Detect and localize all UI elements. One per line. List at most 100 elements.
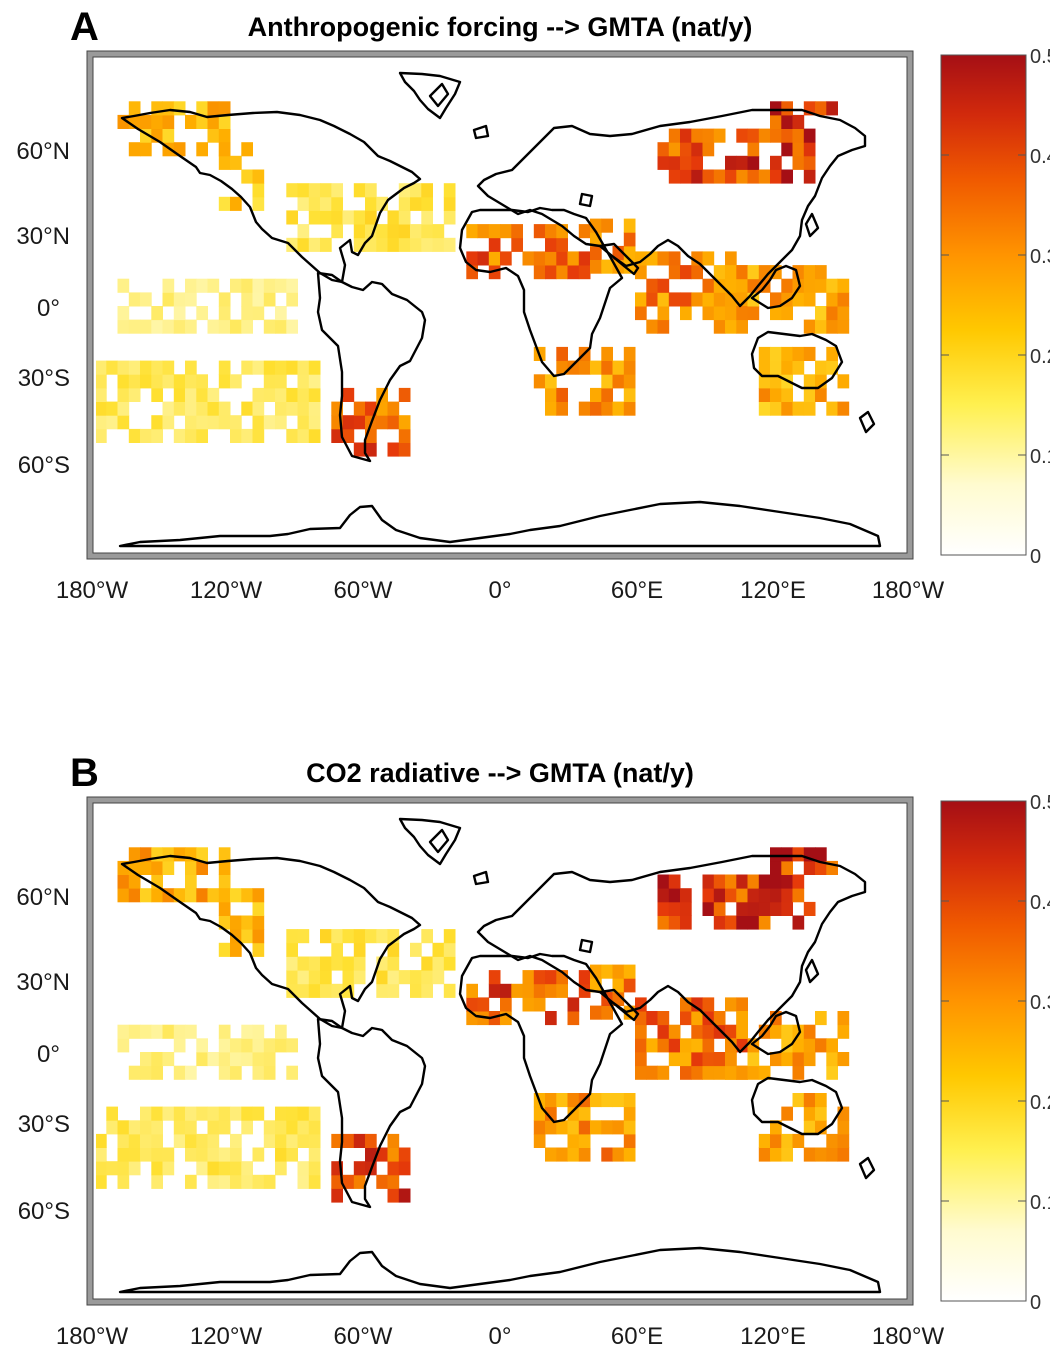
latitude-ticks: 60°N 30°N 0° 30°S 60°S — [16, 138, 70, 479]
heatmap-cell — [725, 1038, 737, 1053]
heatmap-cell — [128, 114, 141, 129]
heatmap-cell — [128, 1133, 141, 1148]
heatmap-cell — [207, 401, 220, 416]
heatmap-cell — [342, 415, 355, 430]
heatmap-cell — [792, 1065, 805, 1080]
heatmap-cell — [286, 278, 298, 293]
heatmap-cell — [128, 428, 141, 443]
heatmap-cell — [691, 169, 703, 184]
heatmap-cell — [117, 415, 130, 430]
heatmap-cell — [725, 1065, 737, 1080]
heatmap-cell — [770, 374, 782, 389]
heatmap-cell — [781, 306, 793, 321]
heatmap-cell — [668, 128, 681, 143]
heatmap-cell — [241, 360, 253, 375]
heatmap-cell — [781, 128, 793, 143]
heatmap-cell — [466, 1011, 478, 1026]
heatmap-cell — [578, 1133, 591, 1148]
heatmap-cell — [218, 196, 231, 211]
heatmap-cell — [680, 128, 692, 143]
heatmap-cell — [162, 114, 175, 129]
heatmap-cell — [410, 237, 422, 252]
colorbar-tick-label: 0.2 — [1030, 1092, 1050, 1114]
heatmap-cell — [241, 888, 253, 903]
heatmap-cell — [162, 1161, 175, 1176]
heatmap-cell — [173, 142, 186, 157]
heatmap-cell — [792, 278, 805, 293]
lon-tick-label: 60°E — [611, 1323, 663, 1350]
heatmap-cell — [556, 983, 568, 998]
heatmap-cell — [826, 101, 838, 116]
heatmap-cell — [207, 1106, 220, 1121]
heatmap-cell — [185, 1174, 197, 1189]
heatmap-cell — [668, 901, 681, 916]
heatmap-cell — [365, 401, 377, 416]
heatmap-cell — [781, 874, 793, 889]
heatmap-cell — [398, 1147, 411, 1162]
heatmap-cell — [218, 292, 231, 307]
heatmap-cell — [803, 128, 816, 143]
heatmap-cell — [162, 292, 175, 307]
heatmap-cell — [792, 142, 805, 157]
heatmap-cell — [128, 1147, 141, 1162]
heatmap-cell — [96, 374, 107, 389]
heatmap-cell — [365, 428, 377, 443]
lon-tick-label: 180°W — [872, 1323, 945, 1350]
heatmap-cell — [815, 1147, 827, 1162]
heatmap-cell — [680, 915, 692, 930]
heatmap-cell — [567, 1106, 580, 1121]
heatmap-cell — [691, 1065, 703, 1080]
colorbar-tick-label: 0.4 — [1030, 892, 1050, 914]
heatmap-cell — [657, 1011, 670, 1026]
heatmap-cell — [792, 888, 805, 903]
heatmap-cell — [803, 319, 816, 334]
heatmap-cell — [781, 360, 793, 375]
heatmap-cell — [117, 1174, 130, 1189]
heatmap-cell — [398, 196, 411, 211]
heatmap-cell — [657, 1065, 670, 1080]
heatmap-cell — [286, 210, 298, 225]
heatmap-cell — [398, 442, 411, 457]
heatmap-cell — [151, 319, 163, 334]
heatmap-cell — [331, 224, 343, 239]
heatmap-cell — [601, 964, 613, 979]
heatmap-cell — [286, 360, 298, 375]
heatmap-cell — [837, 306, 850, 321]
heatmap-cell — [308, 428, 321, 443]
heatmap-cell — [185, 319, 197, 334]
heatmap-cell — [781, 1052, 793, 1067]
heatmap-cell — [173, 101, 186, 116]
heatmap-cell — [96, 401, 107, 416]
heatmap-cell — [140, 360, 152, 375]
heatmap-cell — [218, 155, 231, 170]
heatmap-cell — [106, 415, 118, 430]
heatmap-cell — [128, 374, 141, 389]
heatmap-cell — [275, 1038, 287, 1053]
heatmap-cell — [567, 265, 580, 280]
heatmap-cell — [140, 888, 152, 903]
heatmap-cell — [230, 319, 242, 334]
heatmap-cell — [826, 860, 838, 875]
heatmap-cell — [252, 915, 265, 930]
heatmap-cell — [556, 360, 568, 375]
heatmap-cell — [207, 415, 220, 430]
heatmap-cell — [353, 210, 366, 225]
heatmap-cell — [758, 169, 771, 184]
heatmap-cell — [320, 210, 332, 225]
heatmap-cell — [151, 1174, 163, 1189]
heatmap-cell — [826, 1147, 838, 1162]
heatmap-cell — [533, 1120, 546, 1135]
heatmap-cell — [702, 997, 715, 1012]
heatmap-cell — [173, 1065, 186, 1080]
heatmap-cell — [770, 888, 782, 903]
heatmap-cell — [736, 292, 748, 307]
heatmap-cell — [668, 155, 681, 170]
heatmap-cell — [556, 224, 568, 239]
heatmap-cell — [826, 1038, 838, 1053]
heatmap-cell — [365, 442, 377, 457]
heatmap-cell — [747, 1052, 760, 1067]
heatmap-cell — [173, 387, 186, 402]
heatmap-cell — [308, 210, 321, 225]
heatmap-cell — [185, 888, 197, 903]
longitude-ticks: 180°W 120°W 60°W 0° 60°E 120°E 180°W — [56, 577, 945, 604]
